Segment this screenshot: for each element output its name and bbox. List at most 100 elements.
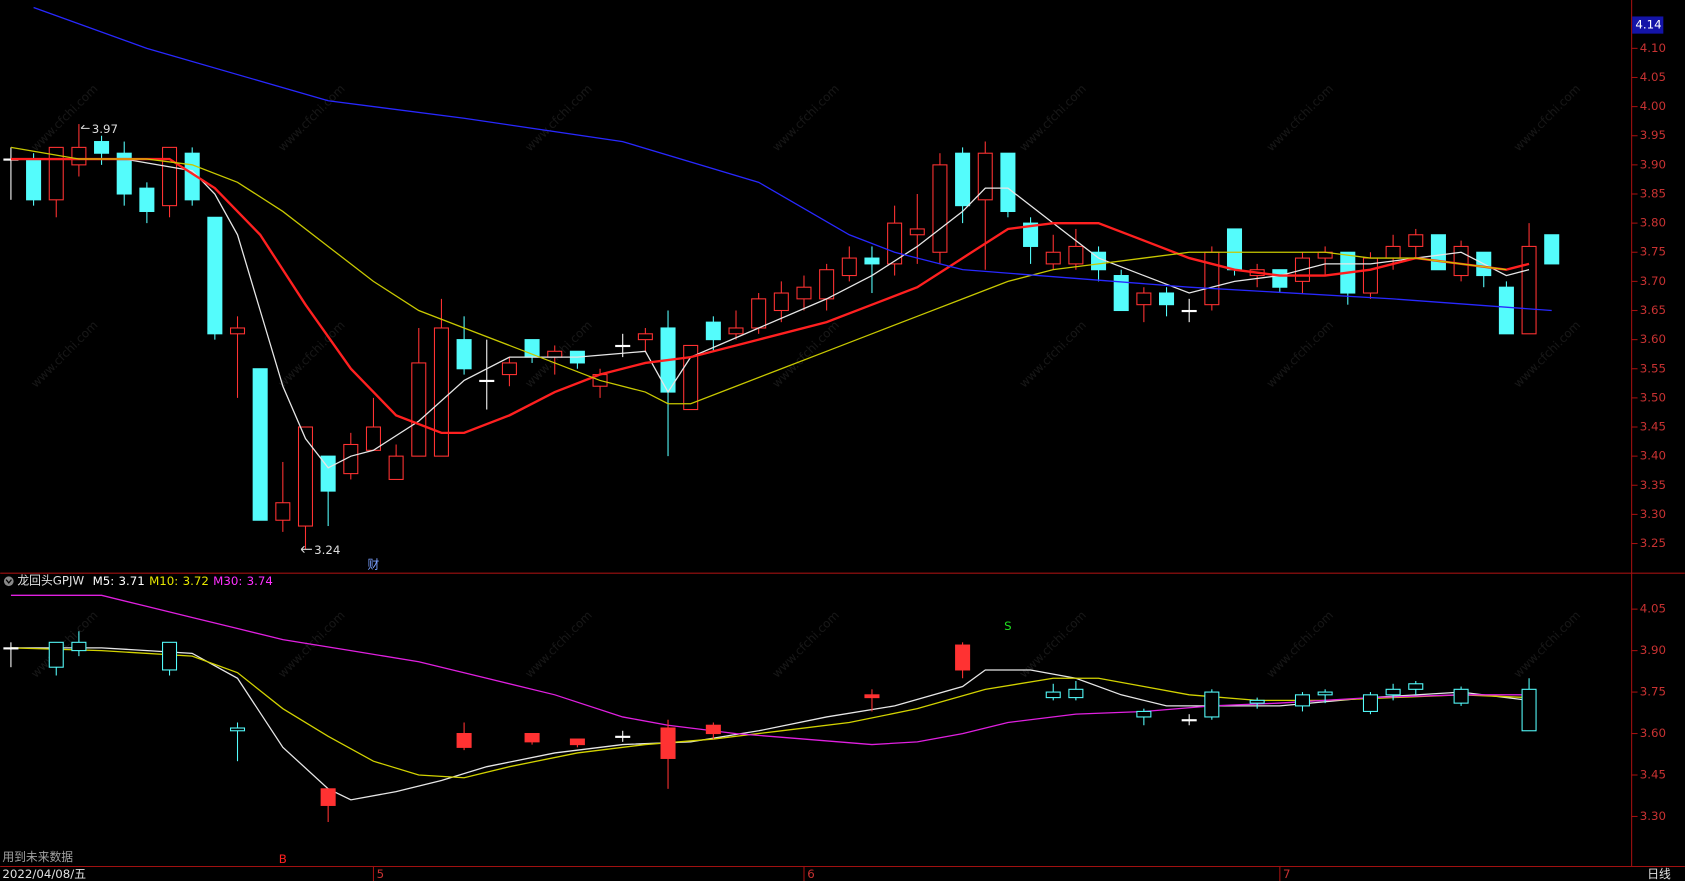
candle-body — [1362, 694, 1378, 712]
candle-body — [26, 158, 42, 201]
signal: B — [279, 852, 287, 866]
candle-body — [1204, 251, 1220, 306]
candle-body — [547, 350, 563, 358]
candle-body — [569, 738, 585, 746]
last-price-box — [1632, 16, 1664, 34]
candle-body — [116, 152, 132, 195]
candle-body — [252, 368, 268, 521]
candle-body — [48, 146, 64, 201]
annotation-arrow — [300, 545, 312, 553]
candle-body — [1272, 269, 1288, 288]
candle-body — [615, 735, 631, 738]
candle-body — [1521, 245, 1537, 335]
candle-body — [773, 292, 789, 312]
y-tick-label: 3.55 — [1640, 361, 1666, 375]
candle-body — [1544, 234, 1560, 265]
icon-chevron — [5, 579, 12, 584]
candle-body — [751, 298, 767, 329]
candle-body — [162, 146, 178, 207]
readout-label: M5: — [93, 574, 115, 588]
candle-body — [932, 164, 948, 253]
y-tick-label: 3.85 — [1640, 186, 1666, 200]
y-tick-label: 3.30 — [1640, 809, 1666, 823]
candle-body — [1204, 691, 1220, 718]
y-tick-label: 4.05 — [1640, 602, 1666, 616]
candle-body — [433, 327, 449, 457]
period-label[interactable]: 日线 — [1647, 867, 1671, 881]
ma-line — [10, 157, 1530, 435]
candle-body — [1113, 275, 1129, 312]
candle-body — [388, 455, 404, 480]
y-tick-label: 3.30 — [1640, 507, 1666, 521]
candle-body — [1453, 688, 1469, 704]
high-label: 3.97 — [92, 122, 118, 136]
candle-body — [297, 426, 314, 527]
y-tick-label: 3.65 — [1640, 303, 1666, 317]
candle-body — [1385, 245, 1401, 259]
y-tick-label: 3.60 — [1640, 332, 1666, 346]
candle-body — [705, 321, 721, 341]
candle-body — [71, 146, 87, 166]
y-tick-label: 3.60 — [1640, 726, 1666, 740]
candle-body — [864, 257, 880, 265]
indicator-menu-icon[interactable] — [3, 576, 14, 587]
y-tick-label: 3.90 — [1640, 643, 1666, 657]
candle-body — [343, 443, 359, 475]
ma-line — [33, 6, 1552, 312]
readout-label: M30: — [213, 574, 242, 588]
y-tick-label: 3.70 — [1640, 274, 1666, 288]
candle-body — [1068, 245, 1084, 265]
candle-body — [229, 327, 246, 335]
readout-label: M10: — [149, 574, 178, 588]
y-tick-label: 3.40 — [1640, 449, 1666, 463]
ma-line — [10, 146, 1507, 405]
candle-body — [524, 733, 540, 743]
candle-body — [1453, 245, 1469, 277]
readout: M10: 3.72 — [149, 574, 209, 588]
candle-body — [705, 724, 721, 735]
candle-body — [1000, 152, 1016, 213]
event-marker: 财 — [368, 558, 380, 572]
y-tick-label: 3.45 — [1640, 420, 1666, 434]
indicator-title: 龙回头GPJW — [17, 574, 84, 588]
candle-body — [841, 257, 857, 277]
candle-body — [1045, 251, 1061, 265]
plot: 4.10 4.05 4.00 3.95 3.90 3.85 3.80 3.75 3.70 3.65… — [3, 6, 1666, 881]
y-tick-label: 3.80 — [1640, 216, 1666, 230]
candle-body — [1430, 234, 1446, 271]
y-tick-label: 3.35 — [1640, 478, 1666, 492]
candle-body — [501, 362, 517, 376]
candle-body — [320, 455, 336, 492]
candle-body — [955, 152, 971, 207]
candle-body — [1521, 688, 1537, 732]
annotation-arrow — [80, 124, 90, 129]
ma-line — [10, 647, 1530, 801]
month-label: 6 — [807, 867, 815, 881]
candle-body — [162, 641, 178, 671]
candle-body — [1136, 292, 1152, 306]
readout: M5: 3.71 — [93, 574, 145, 588]
signal: S — [1004, 619, 1012, 633]
y-tick-label: 3.75 — [1640, 685, 1666, 699]
candle-body — [3, 647, 19, 650]
candle-body — [909, 228, 925, 236]
last-price-label: 4.14 — [1635, 18, 1661, 32]
readout: M30: 3.74 — [213, 574, 273, 588]
candle-body — [94, 141, 110, 154]
candle-body — [1181, 309, 1197, 313]
y-tick-label: 3.25 — [1640, 536, 1666, 550]
candle-body — [796, 286, 812, 300]
y-tick-label: 4.10 — [1640, 41, 1666, 55]
candle-body — [1023, 222, 1039, 247]
candle-body — [864, 694, 880, 699]
candle-body — [1408, 683, 1424, 690]
candle-body — [207, 216, 223, 335]
month-label: 5 — [377, 867, 385, 881]
readout-value: 3.74 — [247, 574, 273, 588]
y-tick-label: 3.45 — [1640, 768, 1666, 782]
candle-body — [1136, 710, 1152, 718]
candle-body — [1068, 688, 1084, 699]
